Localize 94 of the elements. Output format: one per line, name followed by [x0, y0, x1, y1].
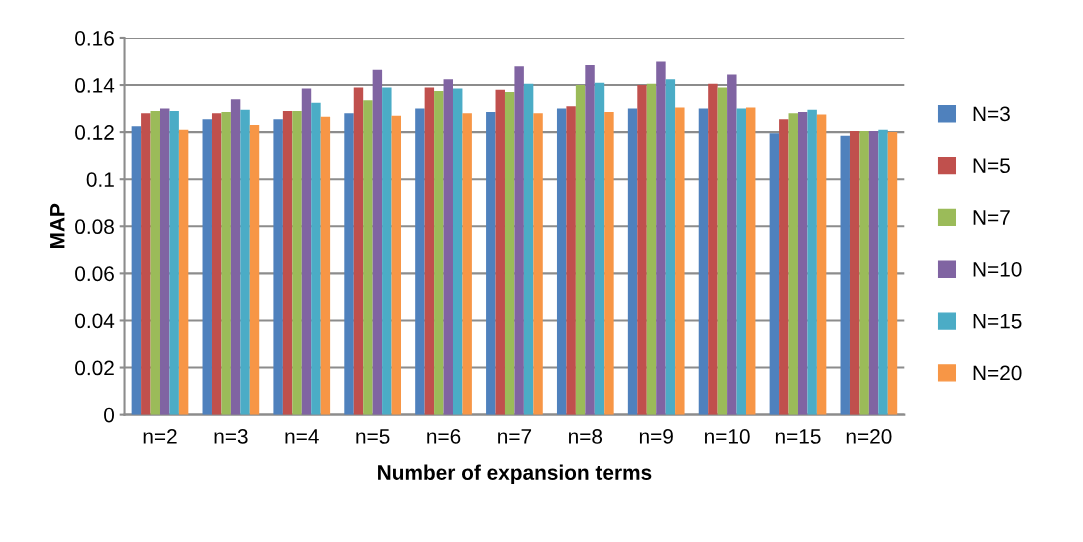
bar: [504, 92, 515, 415]
y-tick-label: 0: [104, 407, 115, 423]
bar: [249, 125, 260, 415]
bar: [221, 112, 231, 415]
x-tick-label: n=20: [846, 429, 892, 444]
bar: [566, 106, 576, 415]
bar: [840, 135, 850, 415]
bar: [868, 130, 879, 415]
bar: [282, 110, 293, 415]
x-tick-label: n=15: [775, 429, 821, 444]
y-axis-title: MAP: [50, 203, 65, 249]
bar: [585, 65, 595, 415]
x-tick-label: n=7: [498, 429, 532, 444]
bar: [807, 109, 817, 415]
legend-label: N=10: [973, 261, 1022, 277]
bar: [353, 87, 364, 415]
bar: [523, 83, 534, 415]
bar: [150, 110, 160, 415]
bar: [169, 110, 179, 415]
bar: [556, 108, 567, 415]
bar: [646, 83, 657, 415]
y-tick-label: 0.08: [75, 219, 114, 235]
bar: [533, 113, 543, 415]
bar: [301, 88, 312, 415]
bar: [665, 79, 676, 415]
y-tick-label: 0.12: [75, 125, 114, 140]
bar: [462, 113, 472, 415]
bar: [604, 112, 614, 415]
bar: [178, 129, 189, 415]
legend-label: N=20: [973, 365, 1022, 381]
bar: [452, 88, 463, 415]
bar: [816, 114, 827, 415]
x-tick-label: n=4: [285, 429, 319, 444]
bar: [443, 79, 453, 415]
bar: [849, 130, 860, 415]
bar: [372, 69, 383, 415]
bar: [211, 113, 222, 415]
bar: [141, 113, 151, 415]
bar: [434, 90, 444, 415]
bar: [159, 108, 170, 415]
bar: [797, 112, 808, 415]
bar: [311, 102, 321, 415]
bar: [363, 100, 373, 415]
x-tick-label: n=5: [356, 429, 390, 444]
bar: [495, 89, 505, 415]
bar: [292, 110, 302, 415]
bar: [486, 112, 496, 415]
bar: [424, 87, 435, 415]
y-tick-label: 0.14: [75, 78, 115, 93]
x-axis-title: Number of expansion terms: [378, 464, 652, 485]
legend-label: N=5: [973, 158, 1010, 174]
bar: [594, 82, 605, 415]
bar: [637, 85, 647, 415]
y-tick-label: 0.02: [75, 360, 114, 376]
y-tick-label: 0.16: [75, 30, 114, 46]
x-tick-label: n=8: [569, 429, 603, 444]
legend-label: N=7: [973, 210, 1010, 225]
y-tick-label: 0.1: [86, 172, 114, 187]
bar: [514, 66, 524, 415]
y-tick-label: 0.06: [75, 266, 114, 282]
bar: [415, 108, 425, 415]
bar: [382, 87, 392, 415]
legend-label: N=15: [973, 313, 1022, 329]
bar: [859, 130, 869, 415]
bar: [887, 132, 898, 415]
bar: [344, 113, 354, 415]
legend-label: N=3: [973, 106, 1010, 122]
bar: [131, 126, 142, 415]
x-tick-label: n=3: [214, 429, 248, 444]
x-tick-label: n=6: [427, 429, 461, 444]
bar: [656, 61, 666, 415]
bar: [727, 74, 737, 415]
bar: [698, 108, 709, 415]
bar: [745, 107, 756, 415]
bar: [575, 85, 586, 415]
bar: [708, 83, 718, 415]
bar: [230, 99, 241, 415]
bar: [717, 87, 728, 415]
y-tick-label: 0.04: [75, 313, 115, 329]
bar: [627, 108, 638, 415]
bar: [788, 113, 798, 415]
bar: [769, 133, 780, 415]
bar: [878, 129, 888, 415]
bar: [736, 108, 746, 415]
x-tick-label: n=2: [143, 429, 177, 444]
bar: [240, 109, 250, 415]
bar: [779, 119, 789, 415]
bar: [675, 107, 685, 415]
bar: [391, 115, 402, 415]
bar: [273, 119, 283, 415]
bar: [202, 119, 212, 415]
bar: [320, 116, 331, 415]
x-tick-label: n=10: [705, 429, 750, 444]
x-tick-label: n=9: [639, 429, 673, 444]
